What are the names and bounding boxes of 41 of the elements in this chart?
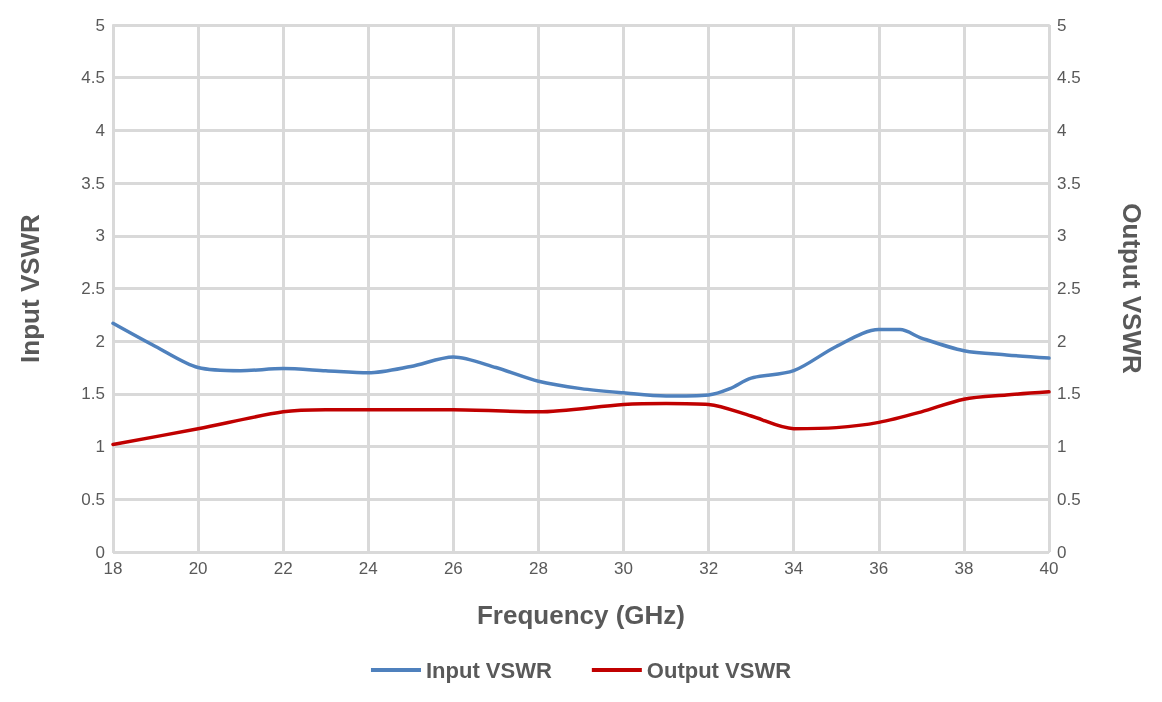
y-tick-label: 0 [95,542,105,562]
y2-tick-label: 0 [1057,542,1067,562]
y-tick-label: 2 [95,331,105,351]
y-tick-label: 1.5 [81,384,105,404]
x-tick-label: 38 [954,559,974,578]
y-axis-title: Input VSWR [15,213,45,363]
y-tick-label: 0.5 [81,489,105,509]
x-tick-label: 34 [784,559,804,578]
legend-label: Input VSWR [425,657,552,683]
x-tick-label: 30 [614,559,634,578]
y-tick-label: 5 [95,15,105,35]
x-tick-label: 36 [869,559,889,578]
x-tick-label: 26 [443,559,463,578]
y2-tick-label: 3 [1057,226,1067,246]
x-axis-title: Frequency (GHz) [476,600,686,630]
x-tick-label: 32 [699,559,719,578]
x-tick-label: 28 [528,559,548,578]
y-tick-label: 3.5 [81,173,105,193]
x-tick-label: 20 [188,559,208,578]
x-tick-label: 40 [1039,559,1059,578]
y-tick-label: 4 [95,120,105,140]
line-series [111,390,1051,447]
y2-tick-label: 1 [1057,437,1067,457]
y2-tick-label: 3.5 [1057,173,1081,193]
y2-tick-label: 0.5 [1057,489,1081,509]
y-tick-label: 1 [95,437,105,457]
line-series [111,321,1051,398]
y-tick-label: 4.5 [81,68,105,88]
x-tick-label: 18 [103,559,123,578]
y-tick-label: 2.5 [81,279,105,298]
x-tick-label: 24 [358,559,378,578]
x-tick-label: 22 [273,559,293,578]
y2-tick-label: 2 [1057,331,1067,351]
y-tick-label: 3 [95,226,105,246]
y2-tick-label: 2.5 [1057,279,1081,298]
y2-tick-label: 4.5 [1057,68,1081,88]
y2-tick-label: 1.5 [1057,384,1081,404]
legend-label: Output VSWR [646,657,792,683]
y2-axis-title: Output VSWR [1117,203,1147,374]
y2-tick-label: 5 [1057,15,1067,35]
y2-tick-label: 4 [1057,120,1067,140]
